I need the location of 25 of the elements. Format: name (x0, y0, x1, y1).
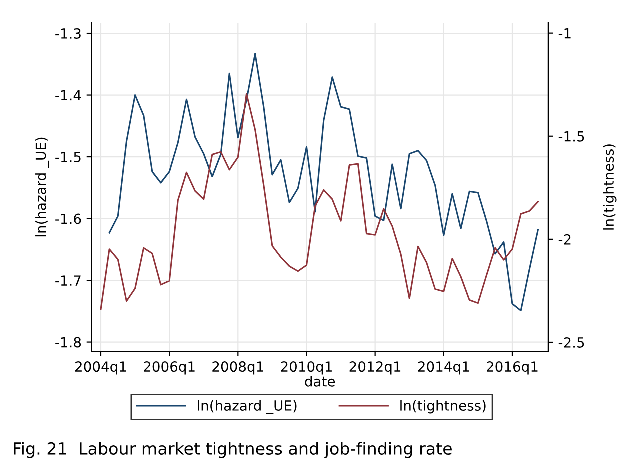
y-tick-label: -1.3 (56, 28, 81, 39)
caption: Fig. 21 Labour market tightness and job-finding rate (14, 442, 452, 458)
y2-tick-label: -2 (558, 234, 571, 245)
y2-tick-label: -2.5 (558, 337, 584, 348)
y2-axis-title: ln(tightness) (603, 144, 617, 230)
x-tick-label: 2004q1 (76, 362, 126, 375)
y-tick-label: -1.7 (56, 276, 81, 286)
x-tick-label: 2010q1 (281, 362, 332, 375)
y2-tick-label: -1 (558, 28, 571, 39)
x-tick-label: 2016q1 (487, 362, 538, 375)
x-tick-label: 2012q1 (350, 362, 401, 375)
line-series (100, 93, 539, 310)
y-tick-label: -1.6 (56, 214, 82, 224)
x-tick-label: 2008q1 (212, 362, 264, 375)
y2-tick-label: -1.5 (558, 132, 584, 142)
legend-label: ln(tightness) (400, 400, 486, 414)
y-tick-label: -1.5 (56, 152, 81, 163)
y-axis-title: ln(hazard _UE) (36, 138, 50, 237)
x-tick-label: 2014q1 (418, 362, 470, 375)
line-series (108, 53, 539, 312)
y-tick-label: -1.4 (56, 90, 82, 101)
legend-label: ln(hazard _UE) (198, 400, 297, 414)
x-tick-label: 2006q1 (144, 362, 195, 375)
y-tick-label: -1.8 (56, 337, 82, 348)
x-axis-title: date (305, 376, 336, 387)
